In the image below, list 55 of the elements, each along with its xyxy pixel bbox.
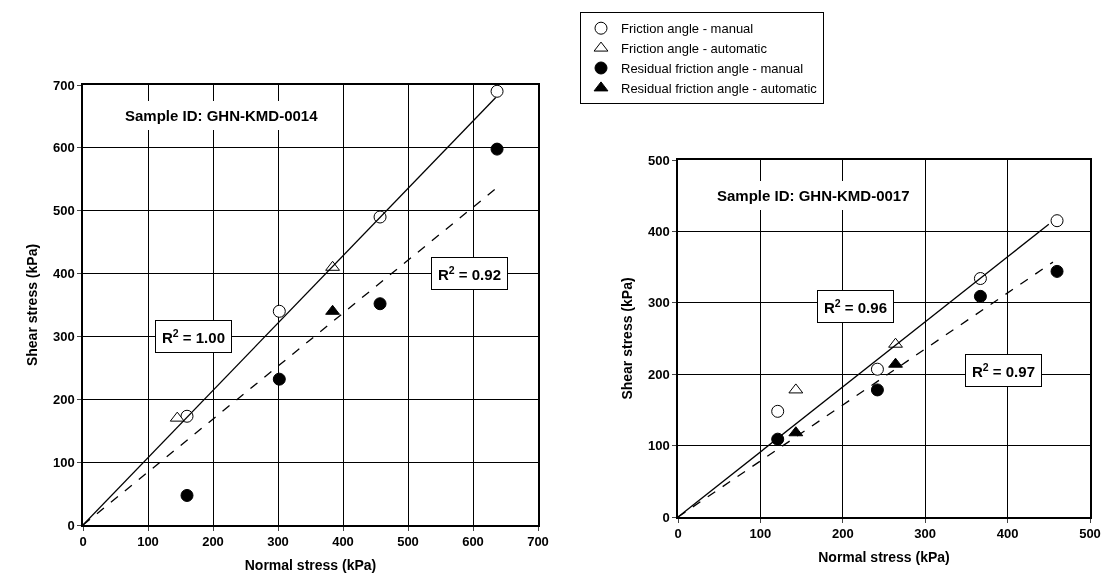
legend-label: Friction angle - manual [621, 21, 754, 37]
point [1050, 264, 1064, 278]
point [771, 432, 785, 446]
y-tick-label: 500 [52, 203, 75, 219]
x-tick-label: 500 [1079, 526, 1101, 542]
y-tick-label: 600 [52, 140, 75, 156]
y-tick-label: 300 [52, 328, 75, 344]
x-tick-label: 0 [79, 534, 87, 550]
annotation: R$^{2}$ = 1.00 [162, 327, 225, 347]
x-tick-label: 400 [996, 526, 1019, 542]
point [490, 85, 504, 98]
annotation: R$^{2}$ = 0.96 [824, 297, 887, 317]
x-tick-label: 600 [462, 534, 484, 550]
y-tick-label: 400 [52, 266, 75, 282]
y-axis-title: Shear stress (kPa) [619, 277, 636, 400]
y-axis-title: Shear stress (kPa) [24, 243, 41, 367]
x-tick-label: 700 [527, 534, 549, 550]
x-tick-label: 100 [137, 534, 159, 550]
x-tick-label: 200 [831, 526, 854, 542]
point [180, 488, 194, 502]
annotation: Sample ID: GHN-KMD-0017 [717, 187, 910, 204]
point [870, 383, 884, 397]
y-tick-label: 300 [647, 295, 670, 311]
y-tick-label: 500 [647, 152, 670, 168]
point [1050, 214, 1064, 228]
point [771, 404, 785, 418]
x-axis-title: Normal stress (kPa) [818, 549, 950, 566]
y-tick-label: 0 [662, 509, 670, 525]
legend-label: Friction angle - automatic [621, 41, 768, 57]
x-tick-label: 400 [332, 534, 354, 550]
y-tick-label: 400 [647, 223, 670, 239]
point [373, 297, 387, 311]
point [870, 362, 884, 376]
x-tick-label: 300 [267, 534, 289, 550]
y-tick-label: 700 [52, 77, 75, 93]
y-tick-label: 100 [52, 454, 75, 470]
legend-label: Residual friction angle - manual [621, 61, 804, 77]
x-tick-label: 0 [674, 526, 682, 542]
point [888, 357, 903, 368]
x-tick-label: 500 [397, 534, 419, 550]
annotation: R$^{2}$ = 0.92 [438, 264, 501, 284]
y-tick-label: 100 [647, 438, 670, 454]
annotation: R$^{2}$ = 0.97 [972, 361, 1035, 381]
point [272, 304, 286, 318]
point [490, 142, 504, 156]
x-tick-label: 300 [914, 526, 937, 542]
x-axis-title: Normal stress (kPa) [244, 557, 377, 574]
legend-label: Residual friction angle - automatic [621, 80, 818, 96]
y-tick-label: 200 [52, 391, 75, 407]
y-tick-label: 200 [647, 366, 670, 382]
point [973, 289, 987, 303]
point [272, 372, 286, 386]
x-tick-label: 200 [202, 534, 224, 550]
x-tick-label: 100 [749, 526, 772, 542]
annotation: Sample ID: GHN-KMD-0014 [125, 107, 319, 124]
